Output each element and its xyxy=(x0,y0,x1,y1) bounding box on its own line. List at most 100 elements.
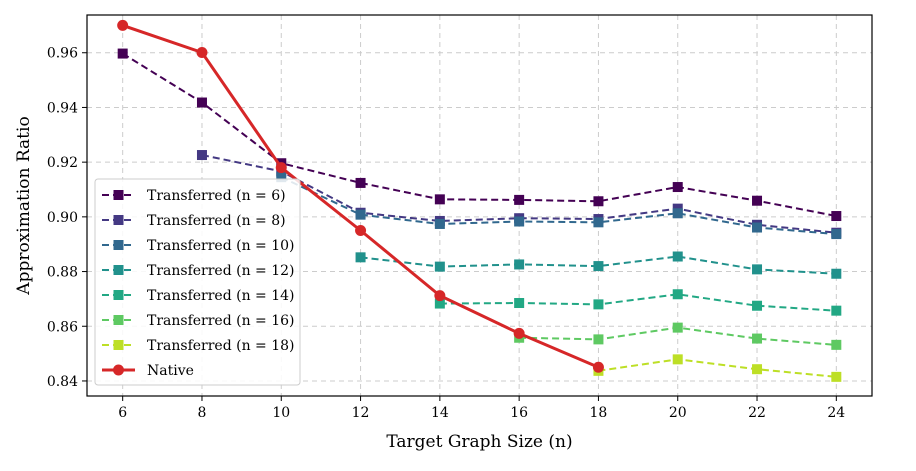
legend-item: Transferred (n = 8) xyxy=(102,213,286,229)
data-point xyxy=(514,259,525,270)
x-tick-label: 14 xyxy=(431,405,449,421)
legend-marker xyxy=(113,240,124,250)
legend-marker xyxy=(113,265,124,275)
data-point xyxy=(355,177,366,188)
data-point xyxy=(275,162,287,174)
data-point xyxy=(514,298,525,309)
legend-label: Transferred (n = 16) xyxy=(147,313,295,329)
legend-label: Transferred (n = 6) xyxy=(147,188,286,204)
x-tick-label: 20 xyxy=(669,405,687,421)
legend-label: Transferred (n = 8) xyxy=(147,213,286,229)
legend-item: Transferred (n = 16) xyxy=(102,313,295,329)
data-point xyxy=(117,48,128,59)
data-point xyxy=(672,251,683,262)
series-line xyxy=(598,358,837,378)
data-point xyxy=(593,299,604,310)
data-point xyxy=(672,208,683,219)
data-point xyxy=(831,305,842,316)
legend-item: Native xyxy=(102,363,194,379)
legend-item: Transferred (n = 10) xyxy=(102,238,295,254)
series-line xyxy=(280,176,837,236)
y-tick-label: 0.92 xyxy=(47,155,78,171)
data-point xyxy=(434,261,445,272)
data-point xyxy=(752,222,763,233)
data-point xyxy=(196,46,208,58)
legend-marker xyxy=(113,315,124,325)
legend-marker xyxy=(113,290,124,300)
plot-frame xyxy=(86,14,873,397)
series-layer xyxy=(117,19,842,382)
legend-item: Transferred (n = 6) xyxy=(102,188,286,204)
legend-label: Native xyxy=(147,363,194,379)
y-axis-label: Approximation Ratio xyxy=(14,116,34,295)
legend-label: Transferred (n = 18) xyxy=(147,338,295,354)
data-point xyxy=(672,322,683,333)
legend-label: Transferred (n = 12) xyxy=(147,263,295,279)
y-tick-label: 0.88 xyxy=(47,265,78,281)
x-tick-label: 6 xyxy=(118,405,127,421)
data-point xyxy=(831,339,842,350)
legend-label: Transferred (n = 14) xyxy=(147,288,295,304)
data-point xyxy=(752,195,763,206)
data-point xyxy=(117,19,129,31)
x-tick-label: 12 xyxy=(352,405,370,421)
legend-marker xyxy=(113,190,124,200)
legend-label: Transferred (n = 10) xyxy=(147,238,295,254)
data-point xyxy=(434,298,445,309)
x-tick-label: 24 xyxy=(827,405,845,421)
data-point xyxy=(593,261,604,272)
y-tick-label: 0.84 xyxy=(47,374,78,390)
series-line xyxy=(122,52,837,217)
legend-marker xyxy=(113,215,124,225)
x-tick-label: 10 xyxy=(272,405,290,421)
legend-marker xyxy=(113,340,124,350)
data-point xyxy=(514,194,525,205)
x-axis-label: Target Graph Size (n) xyxy=(386,432,572,452)
legend-item: Transferred (n = 14) xyxy=(102,288,295,304)
data-point xyxy=(513,327,525,339)
data-point xyxy=(434,218,445,229)
legend-item: Transferred (n = 18) xyxy=(102,338,295,354)
series-7 xyxy=(117,19,604,373)
data-point xyxy=(434,194,445,205)
legend-box xyxy=(94,178,301,386)
data-point xyxy=(672,354,683,365)
series-line xyxy=(201,154,837,234)
series-4 xyxy=(434,289,842,316)
data-point xyxy=(752,333,763,344)
data-point xyxy=(593,217,604,228)
x-tick-label: 8 xyxy=(198,405,207,421)
data-point xyxy=(831,211,842,222)
y-tick-label: 0.96 xyxy=(47,46,78,62)
data-point xyxy=(752,300,763,311)
data-point xyxy=(196,97,207,108)
data-point xyxy=(196,150,207,161)
series-3 xyxy=(355,251,842,279)
data-point xyxy=(752,364,763,375)
data-point xyxy=(276,172,287,183)
x-tick-label: 16 xyxy=(510,405,528,421)
data-point xyxy=(593,196,604,207)
series-2 xyxy=(276,172,842,240)
data-point xyxy=(355,252,366,263)
legend-marker xyxy=(113,364,124,376)
data-point xyxy=(355,225,367,237)
data-point xyxy=(592,361,604,373)
data-point xyxy=(831,268,842,279)
data-point xyxy=(514,216,525,227)
legend-item: Transferred (n = 12) xyxy=(102,263,295,279)
data-point xyxy=(355,209,366,220)
data-point xyxy=(593,334,604,345)
data-point xyxy=(672,182,683,193)
data-point xyxy=(434,290,446,302)
legend: Transferred (n = 6) Transferred (n = 8) Tr… xyxy=(94,178,301,386)
data-point xyxy=(672,289,683,300)
y-tick-label: 0.86 xyxy=(47,319,78,335)
data-point xyxy=(831,229,842,240)
axis-ticks: 6 8 10 12 14 16 18 20 22 24 0.84 0.86 0.88 0.90 0.92 0.… xyxy=(47,46,845,421)
x-tick-label: 18 xyxy=(590,405,608,421)
series-line xyxy=(439,293,837,312)
data-point xyxy=(831,371,842,382)
y-tick-label: 0.90 xyxy=(47,210,78,226)
